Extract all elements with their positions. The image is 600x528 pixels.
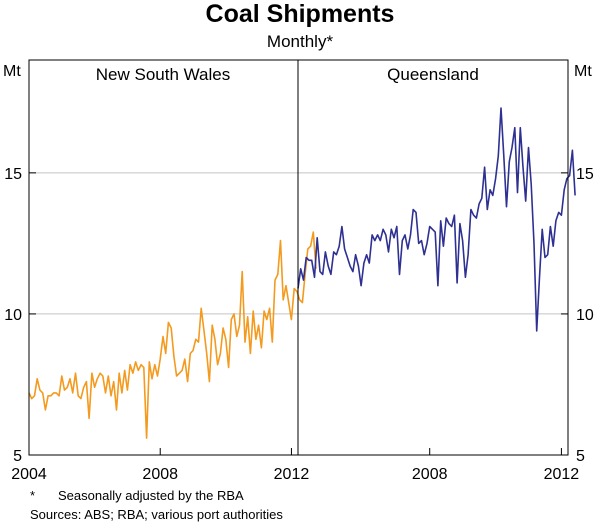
y-tick-label-left: 5 [13,448,22,465]
panel-label-nsw: New South Wales [96,65,230,84]
chart-subtitle: Monthly* [267,32,334,51]
y-ticks-right: 5 10 15 [561,166,594,465]
footnote-sources: Sources: ABS; RBA; various port authorit… [30,507,283,522]
x-tick-label: 2008 [412,466,448,483]
x-ticks: 2004 2008 2012 2008 2012 [11,448,579,483]
x-tick-label: 2012 [544,466,580,483]
y-unit-right: Mt [574,63,592,80]
y-tick-label-right: 15 [576,166,594,183]
x-tick-label: 2008 [142,466,178,483]
panel-label-qld: Queensland [387,65,479,84]
footnote-star-mark: * [30,488,36,503]
chart-title: Coal Shipments [206,0,395,28]
series-line-nsw [28,231,317,439]
y-tick-label-left: 10 [4,307,22,324]
series-lines [28,107,576,439]
footnote-star: * Seasonally adjusted by the RBA [30,488,244,503]
series-line-qld [297,107,576,332]
x-tick-label: 2012 [274,466,310,483]
y-tick-label-right: 5 [576,448,585,465]
y-unit-left: Mt [3,63,21,80]
x-tick-label: 2004 [11,466,47,483]
y-tick-label-right: 10 [576,307,594,324]
footnote-text: Seasonally adjusted by the RBA [58,488,244,503]
y-ticks-left: 5 10 15 [4,166,36,465]
y-tick-label-left: 15 [4,166,22,183]
